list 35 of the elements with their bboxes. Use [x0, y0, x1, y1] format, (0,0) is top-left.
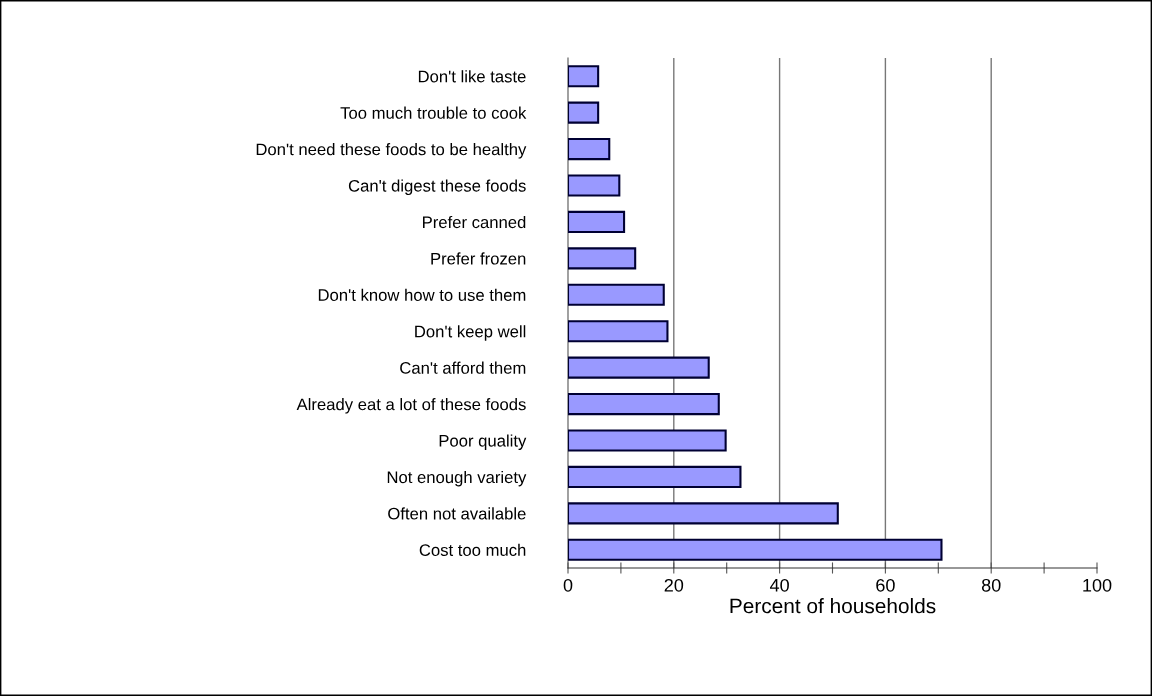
y-tick-label: Already eat a lot of these foods — [296, 398, 526, 414]
y-tick-label: Cost too much — [419, 543, 526, 556]
y-tick-label: Don't know how to use them — [318, 288, 526, 301]
bar — [568, 429, 727, 452]
y-tick-label: Prefer frozen — [431, 252, 526, 265]
y-tick-label: Often not available — [388, 507, 526, 520]
bar — [568, 538, 943, 561]
y-tick-label: Poor quality — [439, 434, 527, 450]
x-tick-label: 80 — [981, 578, 1001, 592]
y-tick-label: Don't like taste — [418, 70, 526, 83]
x-tick-label: 0 — [563, 578, 573, 592]
x-tick-label: 40 — [769, 578, 789, 592]
x-tick-label: 60 — [876, 578, 895, 592]
y-tick-label: Too much trouble to cook — [340, 106, 527, 119]
bar — [568, 65, 600, 88]
bar — [568, 502, 839, 525]
x-tick-label: 20 — [664, 578, 684, 592]
bar — [568, 465, 742, 488]
y-tick-label: Can't afford them — [400, 361, 526, 374]
bar — [568, 174, 621, 197]
bar — [568, 393, 720, 416]
y-tick-label: Prefer canned — [423, 215, 526, 229]
bar — [568, 320, 669, 343]
bar — [568, 210, 626, 233]
y-tick-label: Don't keep well — [415, 325, 526, 341]
x-tick-label: 100 — [1083, 578, 1112, 592]
y-tick-label: Don't need these foods to be healthy — [256, 143, 527, 159]
y-tick-label: Not enough variety — [387, 470, 527, 487]
y-tick-label: Can't digest these foods — [348, 179, 526, 195]
bar — [568, 247, 637, 270]
bar — [568, 138, 611, 161]
bar — [568, 283, 665, 306]
bar — [568, 101, 600, 124]
x-axis-title: Percent of households — [730, 598, 936, 614]
bar — [568, 356, 710, 379]
